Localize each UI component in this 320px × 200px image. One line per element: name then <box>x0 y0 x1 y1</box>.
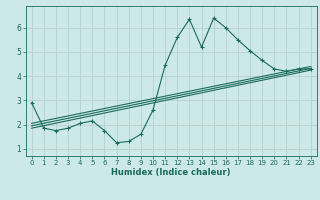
X-axis label: Humidex (Indice chaleur): Humidex (Indice chaleur) <box>111 168 231 177</box>
